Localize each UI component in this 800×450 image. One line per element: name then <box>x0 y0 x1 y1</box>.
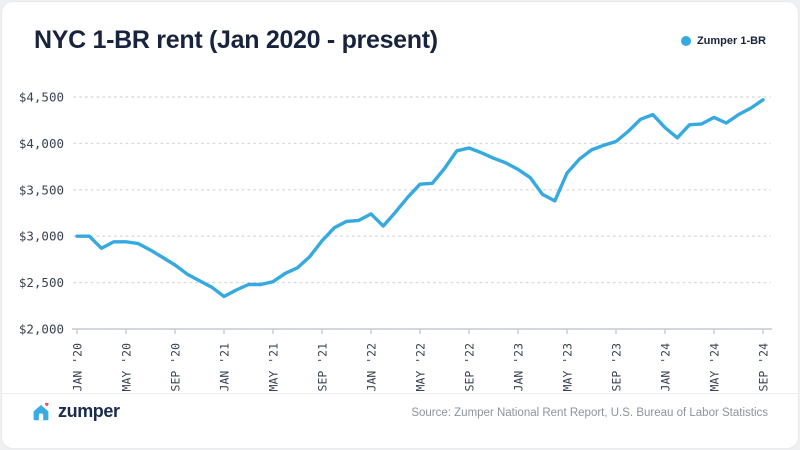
page-title: NYC 1-BR rent (Jan 2020 - present) <box>34 26 438 54</box>
y-tick-label: $4,500 <box>19 90 64 105</box>
legend: Zumper 1-BR <box>680 35 766 47</box>
x-tick-label: MAY '20 <box>120 343 134 392</box>
rent-series-line <box>75 98 765 299</box>
x-tick-label: JAN '21 <box>218 343 232 392</box>
x-tick-label: SEP '23 <box>610 343 624 392</box>
x-tick-label: JAN '20 <box>71 343 85 392</box>
x-tick-label: JAN '22 <box>365 343 379 391</box>
x-tick-label: SEP '20 <box>169 343 183 392</box>
x-tick-label: MAY '21 <box>267 343 281 392</box>
x-tick-label: MAY '22 <box>414 343 428 391</box>
y-tick-label: $3,500 <box>19 182 64 197</box>
y-tick-label: $2,000 <box>19 322 64 337</box>
x-tick-label: SEP '24 <box>757 343 771 392</box>
x-tick-label: SEP '22 <box>463 343 477 391</box>
y-tick-label: $3,000 <box>19 229 64 244</box>
y-tick-label: $4,000 <box>19 136 64 151</box>
x-tick-label: SEP '21 <box>316 343 330 392</box>
logo-wordmark: zumper <box>58 401 120 421</box>
x-tick-label: MAY '23 <box>561 343 575 392</box>
rent-line-chart: $2,000 $2,500 $3,000 $3,500 $4,000 $4,500 JAN … <box>19 90 772 392</box>
x-tick-label: JAN '24 <box>659 343 673 392</box>
x-tick-label: JAN '23 <box>512 343 526 392</box>
zumper-logo: zumper <box>30 400 120 423</box>
x-tick-label: MAY '24 <box>708 343 722 392</box>
legend-series-label: Zumper 1-BR <box>696 35 766 47</box>
source-attribution: Source: Zumper National Rent Report, U.S… <box>411 407 768 419</box>
y-tick-label: $2,500 <box>19 275 64 290</box>
footer-divider <box>2 393 798 394</box>
house-with-heart-icon <box>33 402 49 421</box>
legend-series-dot-icon <box>680 36 691 46</box>
